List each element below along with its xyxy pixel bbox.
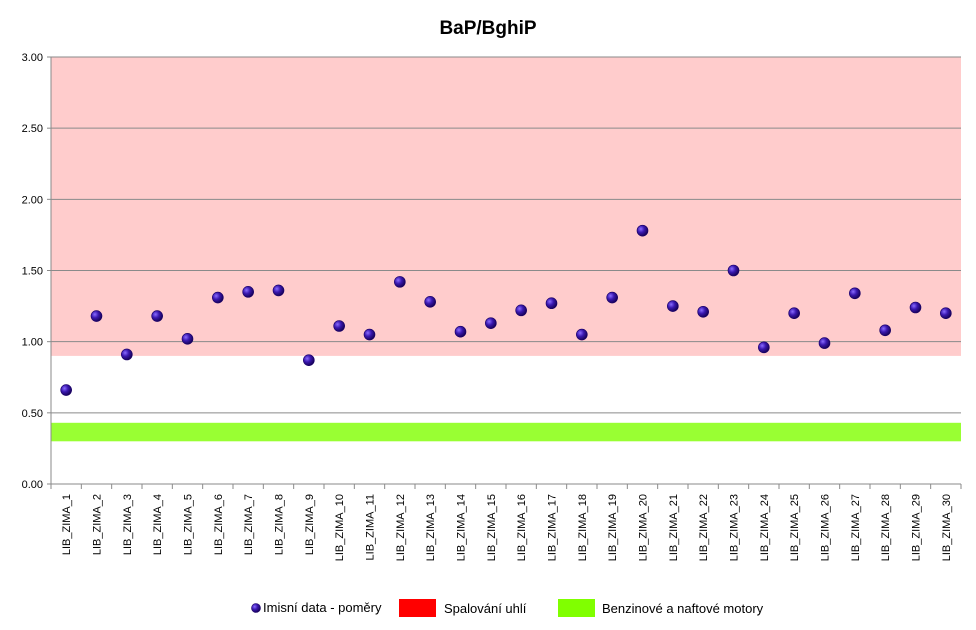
x-tick-label: LIB_ZIMA_17 xyxy=(547,494,559,561)
x-tick-label: LIB_ZIMA_14 xyxy=(456,494,468,561)
y-tick-label: 1.50 xyxy=(22,266,43,278)
x-tick-label: LIB_ZIMA_28 xyxy=(880,494,892,561)
x-tick-label: LIB_ZIMA_26 xyxy=(820,494,832,561)
legend-swatch-coal xyxy=(399,599,436,617)
x-tick-label: LIB_ZIMA_23 xyxy=(729,494,741,561)
y-tick-label: 3.00 xyxy=(22,52,43,64)
data-point xyxy=(90,310,103,322)
x-tick-label: LIB_ZIMA_27 xyxy=(850,494,862,561)
y-tick-label: 0.00 xyxy=(22,479,43,491)
x-tick-label: LIB_ZIMA_21 xyxy=(668,494,680,561)
x-tick-label: LIB_ZIMA_16 xyxy=(516,494,528,561)
data-point xyxy=(849,287,861,300)
y-tick-label: 1.00 xyxy=(22,337,43,349)
x-tick-label: LIB_ZIMA_3 xyxy=(122,494,134,555)
x-tick-label: LIB_ZIMA_1 xyxy=(61,494,73,555)
x-tick-label: LIB_ZIMA_12 xyxy=(395,494,407,561)
y-tick-label: 0.50 xyxy=(22,408,43,420)
data-point xyxy=(424,296,436,308)
x-tick-label: LIB_ZIMA_5 xyxy=(183,494,195,555)
legend-label-series: Imisní data - poměry xyxy=(263,600,382,615)
data-point xyxy=(242,286,254,298)
data-point xyxy=(485,317,497,329)
data-point xyxy=(545,297,558,310)
x-tick-label: LIB_ZIMA_19 xyxy=(607,494,619,561)
legend-swatch-engines xyxy=(558,599,595,617)
x-tick-label: LIB_ZIMA_8 xyxy=(274,494,286,555)
x-tick-label: LIB_ZIMA_29 xyxy=(911,494,923,561)
data-point xyxy=(515,304,527,317)
data-point xyxy=(303,354,315,366)
data-point xyxy=(576,328,588,341)
band-engines xyxy=(51,422,961,442)
x-tick-label: LIB_ZIMA_13 xyxy=(425,494,437,561)
x-tick-label: LIB_ZIMA_4 xyxy=(152,494,164,555)
x-tick-label: LIB_ZIMA_18 xyxy=(577,494,589,561)
data-point xyxy=(60,384,72,396)
x-tick-label: LIB_ZIMA_22 xyxy=(698,494,710,561)
data-point xyxy=(758,341,770,354)
chart-title: BaP/BghiP xyxy=(439,18,536,39)
band-coal-combustion xyxy=(51,57,961,356)
x-tick-label: LIB_ZIMA_10 xyxy=(334,494,346,561)
x-tick-label: LIB_ZIMA_25 xyxy=(789,494,801,561)
legend-label-coal: Spalování uhlí xyxy=(444,601,527,616)
data-point xyxy=(333,320,345,332)
data-point xyxy=(363,328,376,341)
y-tick-label: 2.00 xyxy=(22,194,43,206)
data-point xyxy=(181,333,194,345)
data-point xyxy=(151,310,163,322)
data-point xyxy=(697,305,709,318)
legend-label-engines: Benzinové a naftové motory xyxy=(602,601,764,616)
x-tick-label: LIB_ZIMA_2 xyxy=(92,494,104,555)
data-point xyxy=(667,300,679,312)
x-tick-label: LIB_ZIMA_24 xyxy=(759,494,771,561)
data-point xyxy=(606,291,618,304)
data-point xyxy=(636,224,649,237)
data-point xyxy=(940,307,952,320)
x-tick-label: LIB_ZIMA_30 xyxy=(941,494,953,561)
data-point xyxy=(394,276,406,288)
data-point xyxy=(727,264,740,277)
data-point xyxy=(909,301,922,314)
y-tick-label: 2.50 xyxy=(22,123,43,135)
data-point xyxy=(788,307,800,320)
data-point xyxy=(121,348,133,361)
data-point xyxy=(454,325,467,338)
x-tick-label: LIB_ZIMA_7 xyxy=(243,494,255,555)
x-tick-label: LIB_ZIMA_15 xyxy=(486,494,498,561)
data-point xyxy=(879,324,891,337)
x-tick-label: LIB_ZIMA_9 xyxy=(304,494,316,555)
x-tick-label: LIB_ZIMA_20 xyxy=(638,494,650,561)
x-tick-label: LIB_ZIMA_11 xyxy=(365,494,377,560)
data-point xyxy=(212,291,224,304)
data-point xyxy=(272,284,285,297)
legend-marker-series xyxy=(251,603,261,613)
x-tick-label: LIB_ZIMA_6 xyxy=(213,494,225,555)
data-point xyxy=(818,337,831,349)
